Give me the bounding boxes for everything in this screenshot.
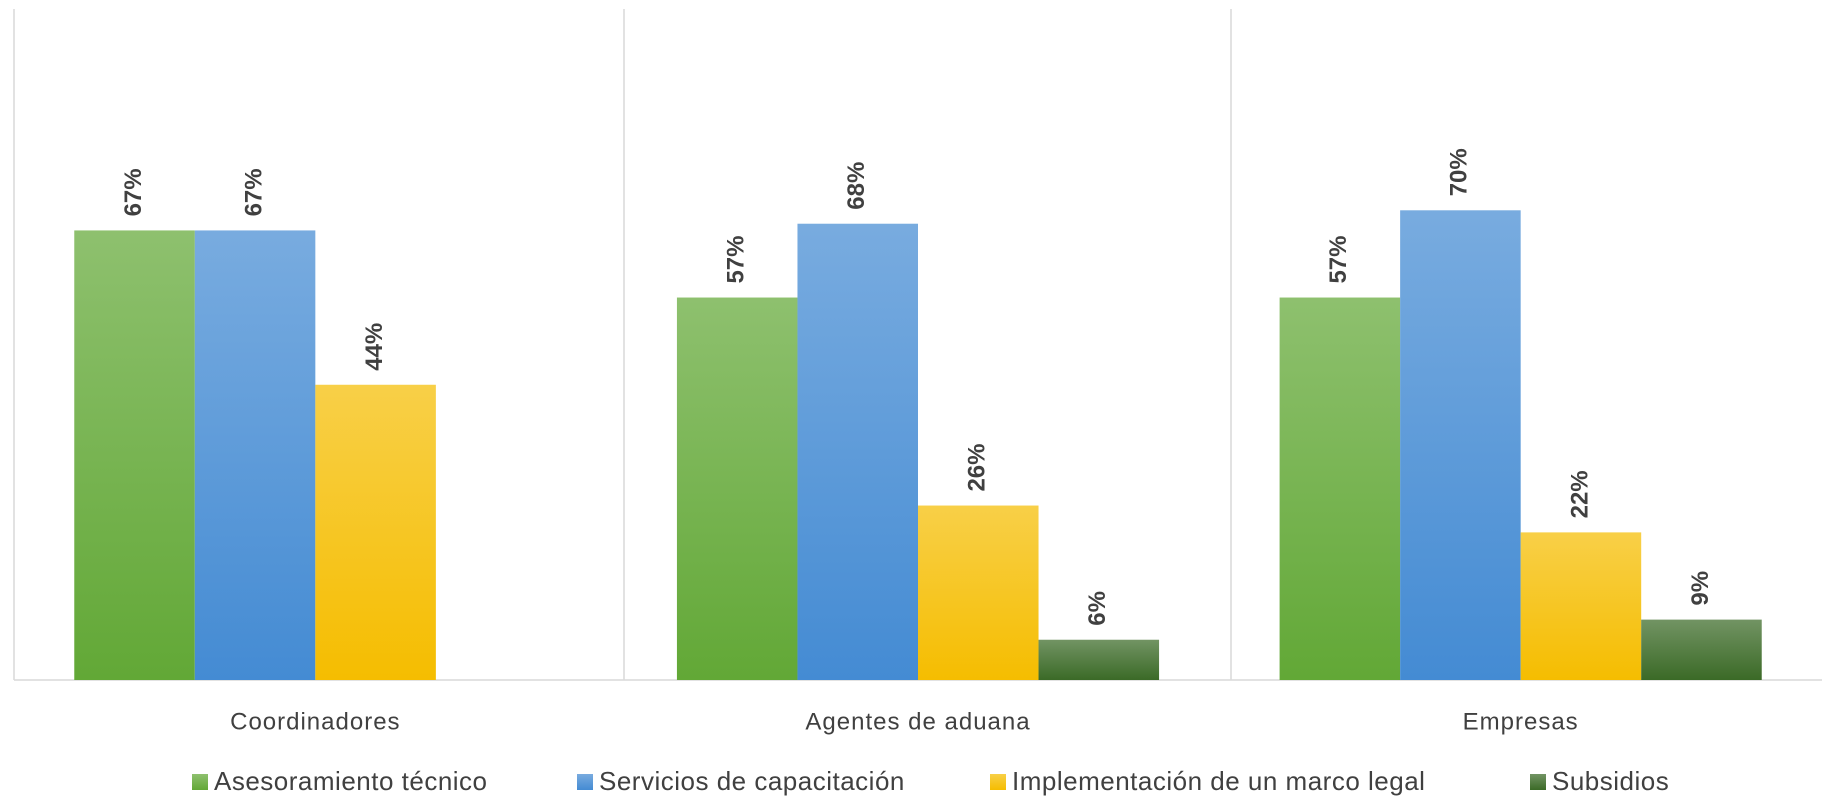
legend-swatch: [990, 774, 1006, 790]
legend-label: Implementación de un marco legal: [1012, 766, 1425, 796]
data-label: 22%: [1566, 470, 1593, 518]
legend-label: Asesoramiento técnico: [214, 766, 488, 796]
legend-label: Subsidios: [1552, 766, 1669, 796]
data-label: 67%: [240, 168, 267, 216]
bar: [1038, 639, 1160, 680]
legend-swatch: [577, 774, 593, 790]
legend-label: Servicios de capacitación: [599, 766, 905, 796]
data-label: 67%: [120, 168, 147, 216]
bar: [1400, 210, 1521, 681]
data-label: 57%: [723, 235, 750, 283]
legend-swatch: [1530, 774, 1546, 790]
bar: [797, 223, 918, 680]
x-tick-label: Empresas: [1463, 708, 1579, 735]
data-label: 6%: [1084, 591, 1111, 626]
data-label: 68%: [843, 162, 870, 210]
x-tick-label: Coordinadores: [230, 708, 400, 735]
data-label: 26%: [964, 443, 991, 491]
data-label: 57%: [1325, 235, 1352, 283]
x-tick-label: Agentes de aduana: [805, 708, 1030, 735]
bar: [315, 384, 436, 680]
data-label: 9%: [1687, 571, 1714, 606]
bar: [1279, 297, 1401, 680]
data-label: 70%: [1446, 148, 1473, 196]
bar: [918, 505, 1039, 680]
bar: [1520, 532, 1642, 680]
legend-swatch: [192, 774, 208, 790]
bar: [1641, 619, 1762, 680]
bar: [74, 230, 195, 680]
bar: [676, 297, 798, 680]
bar: [194, 230, 316, 680]
data-label: 44%: [361, 323, 388, 371]
